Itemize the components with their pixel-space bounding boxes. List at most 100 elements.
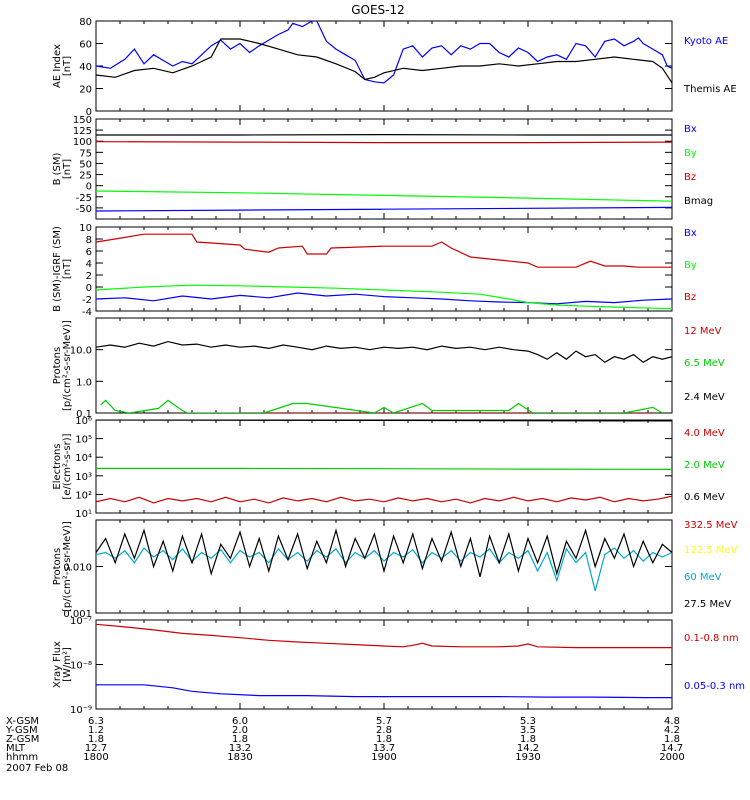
- footer-value: 14.2: [517, 743, 539, 754]
- panel-7: 10⁻⁹ 10⁻⁸ 10⁻⁷ Xray Flux [W/m²] 0.1-0.8 nm 0.0…: [52, 616, 745, 716]
- legend-label: Bx: [684, 228, 697, 239]
- legend-label: Bmag: [684, 196, 713, 207]
- footer-value: 3.5: [520, 725, 536, 736]
- footer-date: 2007 Feb 08: [6, 763, 68, 774]
- series-line-2-0-mev: [96, 467, 672, 470]
- legend-label: 122.5 MeV: [684, 545, 738, 556]
- y-axis-label: [p/(cm²-s-sr-MeV)]: [62, 320, 73, 411]
- y-tick-label: 10³: [75, 472, 92, 483]
- y-tick-label: 10⁶: [75, 416, 92, 427]
- legend-label: By: [684, 148, 697, 159]
- y-tick-label: -50: [76, 204, 92, 215]
- panel-1: 0 20 40 60 80 AE Index [nT] Kyoto AE Themis AE: [52, 17, 737, 118]
- y-tick-label: 10⁻⁹: [70, 705, 92, 716]
- y-tick-label: 10⁻⁸: [70, 661, 92, 672]
- footer-value: 1.8: [520, 734, 536, 745]
- series-line-0-6-mev: [96, 420, 672, 422]
- y-axis-label: Protons: [52, 347, 63, 384]
- panel-frame: [95, 226, 673, 312]
- y-tick-label: 10²: [75, 490, 92, 501]
- y-axis-label: [nT]: [62, 259, 73, 279]
- y-axis-label: B (SM)-IGRF (SM): [52, 226, 63, 312]
- footer-row-label: MLT: [6, 743, 26, 754]
- panel-5: 10¹ 10² 10³ 10⁴ 10⁵ 10⁶ Electrons [e/(cm²-s-sr)…: [52, 416, 725, 520]
- footer-value: 1.8: [232, 734, 248, 745]
- footer-row-label: X-GSM: [6, 716, 39, 727]
- series-line-kyoto-ae: [96, 21, 672, 84]
- series-line-by: [96, 284, 672, 310]
- legend-label: 60 MeV: [684, 572, 722, 583]
- footer-value: 1.8: [376, 734, 392, 745]
- y-tick-label: 150: [73, 115, 92, 126]
- footer-value: 1900: [371, 752, 396, 763]
- footer-value: 2.0: [232, 725, 248, 736]
- legend-label: 12 MeV: [684, 326, 722, 337]
- y-axis-label: Xray Flux: [52, 641, 63, 688]
- legend-label: 332.5 MeV: [684, 520, 738, 531]
- y-tick-label: 100: [73, 137, 92, 148]
- y-tick-label: -2: [82, 295, 92, 306]
- y-tick-label: 125: [73, 126, 92, 137]
- panel-frame: [95, 20, 673, 112]
- y-tick-label: 25: [79, 171, 92, 182]
- legend-label: Bz: [684, 172, 696, 183]
- y-tick-label: -4: [82, 307, 92, 318]
- footer-value: 1930: [515, 752, 540, 763]
- y-tick-label: 50: [79, 159, 92, 170]
- y-tick-label: 4: [86, 259, 92, 270]
- panel-frame: [95, 419, 673, 514]
- series-line-0-05-0-3-nm: [96, 684, 672, 699]
- y-tick-label: 10: [79, 223, 92, 234]
- y-tick-label: 10⁵: [75, 435, 92, 446]
- footer-value: 1.8: [88, 734, 104, 745]
- y-tick-label: 0: [86, 107, 92, 118]
- y-tick-label: 10¹: [75, 509, 92, 520]
- footer-value: 2000: [659, 752, 684, 763]
- footer-value: 6.3: [88, 716, 104, 727]
- series-line-themis-ae: [96, 38, 672, 84]
- legend-label: 2.0 MeV: [684, 460, 725, 471]
- y-axis-label: Protons: [52, 548, 63, 585]
- y-tick-label: 0: [86, 283, 92, 294]
- legend-label: 0.6 MeV: [684, 492, 725, 503]
- footer-value: 1.2: [88, 725, 104, 736]
- y-tick-label: 8: [86, 235, 92, 246]
- footer-value: 1800: [83, 752, 108, 763]
- y-tick-label: -25: [76, 193, 92, 204]
- footer-value: 14.7: [661, 743, 683, 754]
- footer-row-label: Y-GSM: [5, 725, 38, 736]
- footer-value: 1.8: [664, 734, 680, 745]
- orbit-footer: X-GSM 6.3 6.0 5.7 5.3 4.8 Y-GSM 1.2 2.0 2.8 3.5 4.2…: [5, 716, 685, 774]
- footer-value: 4.2: [664, 725, 680, 736]
- footer-value: 5.7: [376, 716, 392, 727]
- series-line-27-5-mev: [96, 528, 672, 577]
- legend-label: 2.4 MeV: [684, 392, 725, 403]
- panel-frame: [95, 118, 673, 220]
- footer-row-label: hhmm: [6, 752, 38, 763]
- footer-value: 1830: [227, 752, 252, 763]
- legend-label: 6.5 MeV: [684, 358, 725, 369]
- legend-label: 0.05-0.3 nm: [684, 681, 745, 692]
- legend-label: 0.1-0.8 nm: [684, 633, 739, 644]
- y-axis-label: [nT]: [62, 56, 73, 76]
- series-line-2-4-mev: [96, 340, 672, 364]
- legend-label: Bz: [684, 292, 696, 303]
- footer-value: 12.7: [85, 743, 107, 754]
- y-tick-label: 0: [86, 182, 92, 193]
- y-axis-label: [nT]: [62, 159, 73, 179]
- y-tick-label: 20: [79, 85, 92, 96]
- y-axis-label: [W/m²]: [62, 647, 73, 682]
- y-axis-label: AE Index: [52, 44, 63, 88]
- series-line-by: [96, 190, 672, 202]
- y-tick-label: 0.001: [63, 609, 92, 620]
- y-axis-label: [e/(cm²-s-sr)]: [62, 433, 73, 499]
- y-tick-label: 1.0: [76, 377, 92, 388]
- legend-label: 27.5 MeV: [684, 599, 731, 610]
- y-tick-label: 10.0: [70, 346, 92, 357]
- footer-value: 13.2: [229, 743, 251, 754]
- y-tick-label: 6: [86, 247, 92, 258]
- panel-frame: [95, 317, 673, 414]
